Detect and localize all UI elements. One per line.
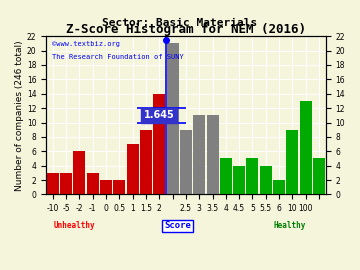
Bar	[100, 180, 112, 194]
Text: Score: Score	[164, 221, 191, 230]
Bar	[87, 173, 99, 194]
Bar	[300, 101, 312, 194]
Bar	[193, 115, 205, 194]
Bar	[273, 180, 285, 194]
Bar	[153, 94, 165, 194]
Bar	[167, 43, 179, 194]
Bar	[260, 166, 272, 194]
Bar	[287, 130, 298, 194]
Bar	[140, 130, 152, 194]
Bar	[47, 173, 59, 194]
Bar	[60, 173, 72, 194]
Bar	[113, 180, 125, 194]
Bar	[313, 158, 325, 194]
Bar	[73, 151, 85, 194]
Text: Unhealthy: Unhealthy	[53, 221, 95, 230]
Text: ©www.textbiz.org: ©www.textbiz.org	[52, 41, 120, 47]
Text: 1.645: 1.645	[144, 110, 175, 120]
Bar	[233, 166, 245, 194]
Bar	[220, 158, 232, 194]
Text: Healthy: Healthy	[273, 221, 306, 230]
Title: Z-Score Histogram for NEM (2016): Z-Score Histogram for NEM (2016)	[66, 23, 306, 36]
Text: The Research Foundation of SUNY: The Research Foundation of SUNY	[52, 53, 184, 60]
Bar	[247, 158, 258, 194]
Bar	[180, 130, 192, 194]
Text: Sector: Basic Materials: Sector: Basic Materials	[102, 18, 258, 28]
Bar	[127, 144, 139, 194]
Bar	[207, 115, 219, 194]
Y-axis label: Number of companies (246 total): Number of companies (246 total)	[15, 40, 24, 191]
